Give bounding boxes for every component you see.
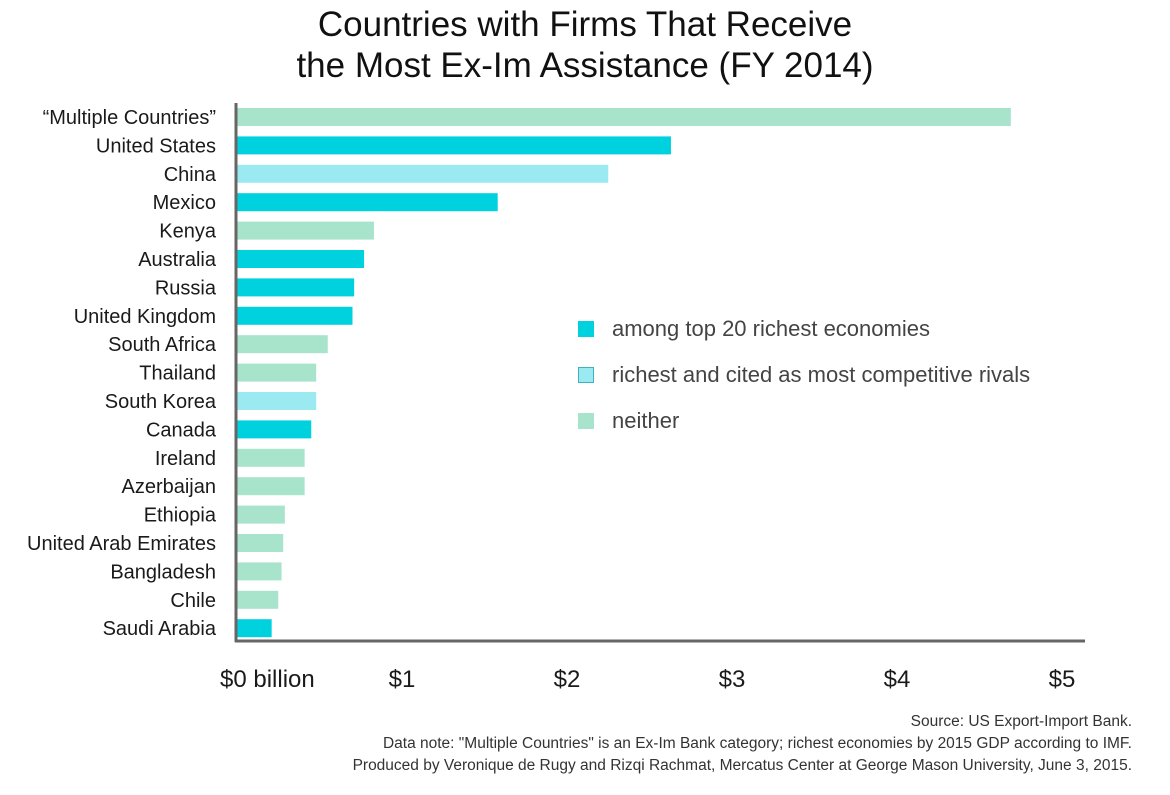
footnote-data-note: Data note: "Multiple Countries" is an Ex… bbox=[382, 735, 1132, 752]
bar-russia bbox=[237, 278, 355, 297]
category-label-australia: Australia bbox=[138, 249, 217, 271]
x-tick-label-5: $5 bbox=[1049, 666, 1076, 693]
category-label-china: China bbox=[164, 164, 217, 186]
category-label-azerbaijan: Azerbaijan bbox=[121, 476, 216, 498]
bar-chile bbox=[237, 590, 279, 609]
chart-title-line-2: the Most Ex-Im Assistance (FY 2014) bbox=[296, 46, 874, 85]
category-label-russia: Russia bbox=[155, 277, 217, 299]
bar-saudi-arabia bbox=[237, 619, 272, 638]
category-label-ethiopia: Ethiopia bbox=[144, 505, 217, 527]
x-tick-label-1: $1 bbox=[389, 666, 416, 693]
bar-mexico bbox=[237, 193, 498, 212]
bar-multiple-countries bbox=[237, 108, 1011, 126]
legend-label-top20: among top 20 richest economies bbox=[612, 316, 930, 341]
category-label-bangladesh: Bangladesh bbox=[110, 561, 216, 583]
bar-south-korea bbox=[237, 392, 317, 410]
x-tick-label-4: $4 bbox=[884, 666, 911, 693]
category-label-mexico: Mexico bbox=[153, 192, 216, 214]
bar-canada bbox=[237, 420, 312, 439]
bar-bangladesh bbox=[237, 562, 282, 581]
category-label-canada: Canada bbox=[146, 419, 217, 441]
legend-label-rivals: richest and cited as most competitive ri… bbox=[612, 362, 1031, 387]
x-tick-label-3: $3 bbox=[719, 666, 746, 693]
category-label-chile: Chile bbox=[170, 590, 216, 612]
category-label-united-states: United States bbox=[96, 135, 216, 157]
category-label-south-korea: South Korea bbox=[105, 391, 217, 413]
bar-australia bbox=[237, 250, 365, 268]
category-label-kenya: Kenya bbox=[159, 221, 217, 243]
chart-title-line-1: Countries with Firms That Receive bbox=[317, 5, 853, 44]
category-label-multiple-countries: “Multiple Countries” bbox=[43, 107, 216, 129]
bar-thailand bbox=[237, 363, 317, 382]
category-label-united-arab-emirates: United Arab Emirates bbox=[27, 533, 216, 555]
bar-united-arab-emirates bbox=[237, 534, 284, 552]
footnotes: Source: US Export-Import Bank. Data note… bbox=[353, 711, 1132, 777]
bar-south-africa bbox=[237, 335, 328, 354]
category-label-south-africa: South Africa bbox=[108, 334, 217, 356]
legend-swatch-top20 bbox=[578, 321, 594, 337]
footnote-credit: Produced by Veronique de Rugy and Rizqi … bbox=[352, 757, 1132, 774]
bars-group bbox=[237, 108, 1011, 638]
x-tick-label-2: $2 bbox=[554, 666, 581, 693]
bar-united-kingdom bbox=[237, 306, 353, 325]
x-tick-labels-group: $0 billion $1 $2 $3 $4 $5 bbox=[220, 666, 1075, 693]
category-label-saudi-arabia: Saudi Arabia bbox=[103, 618, 217, 640]
chart-title: Countries with Firms That Receive the Mo… bbox=[0, 4, 1170, 86]
category-label-thailand: Thailand bbox=[139, 363, 216, 385]
bar-ireland bbox=[237, 448, 305, 467]
legend-label-neither: neither bbox=[612, 408, 680, 433]
legend-swatch-rivals bbox=[578, 367, 594, 383]
bar-china bbox=[237, 164, 609, 183]
category-labels-group: “Multiple Countries” United States China Me… bbox=[27, 107, 217, 640]
bar-azerbaijan bbox=[237, 477, 305, 496]
bar-kenya bbox=[237, 221, 374, 240]
category-label-ireland: Ireland bbox=[155, 448, 216, 470]
legend-swatch-neither bbox=[578, 413, 594, 429]
category-label-united-kingdom: United Kingdom bbox=[74, 306, 216, 328]
x-tick-label-0: $0 billion bbox=[220, 666, 315, 693]
bar-ethiopia bbox=[237, 505, 285, 524]
footnote-source: Source: US Export-Import Bank. bbox=[910, 713, 1132, 730]
bar-united-states bbox=[237, 136, 671, 155]
